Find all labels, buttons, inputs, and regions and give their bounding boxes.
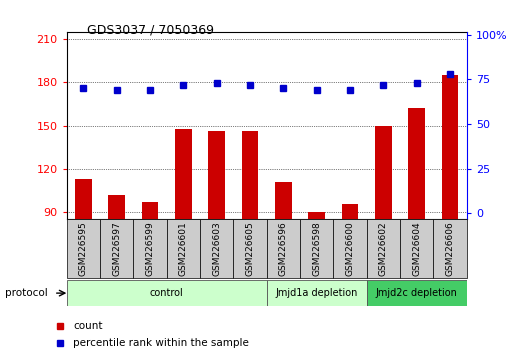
Text: GSM226598: GSM226598 <box>312 221 321 276</box>
Text: control: control <box>150 288 184 298</box>
Text: protocol: protocol <box>5 288 48 298</box>
Bar <box>75 179 92 219</box>
Text: Jmjd2c depletion: Jmjd2c depletion <box>376 288 458 298</box>
Bar <box>342 204 359 219</box>
Bar <box>142 202 159 219</box>
Bar <box>133 219 167 278</box>
Bar <box>400 219 433 278</box>
Bar <box>108 195 125 219</box>
Text: GSM226603: GSM226603 <box>212 221 221 276</box>
Bar <box>175 129 192 219</box>
Text: GSM226605: GSM226605 <box>246 221 254 276</box>
Bar <box>267 280 367 306</box>
Text: count: count <box>73 321 103 331</box>
Bar <box>67 280 267 306</box>
Text: GSM226604: GSM226604 <box>412 221 421 276</box>
Text: Jmjd1a depletion: Jmjd1a depletion <box>275 288 358 298</box>
Bar <box>167 219 200 278</box>
Bar <box>267 219 300 278</box>
Bar <box>308 212 325 219</box>
Bar <box>367 219 400 278</box>
Bar <box>67 219 100 278</box>
Bar <box>208 131 225 219</box>
Bar <box>275 182 292 219</box>
Text: percentile rank within the sample: percentile rank within the sample <box>73 338 249 348</box>
Text: GSM226606: GSM226606 <box>446 221 455 276</box>
Text: GSM226596: GSM226596 <box>279 221 288 276</box>
Bar <box>233 219 267 278</box>
Bar <box>333 219 367 278</box>
Text: GSM226597: GSM226597 <box>112 221 121 276</box>
Bar <box>300 219 333 278</box>
Text: GSM226595: GSM226595 <box>79 221 88 276</box>
Bar <box>367 280 467 306</box>
Bar <box>200 219 233 278</box>
Text: GDS3037 / 7050369: GDS3037 / 7050369 <box>87 23 214 36</box>
Bar <box>242 131 259 219</box>
Bar <box>442 75 459 219</box>
Text: GSM226602: GSM226602 <box>379 221 388 276</box>
Bar <box>433 219 467 278</box>
Text: GSM226600: GSM226600 <box>346 221 354 276</box>
Text: GSM226599: GSM226599 <box>146 221 154 276</box>
Text: GSM226601: GSM226601 <box>179 221 188 276</box>
Bar <box>408 108 425 219</box>
Bar <box>375 126 392 219</box>
Bar <box>100 219 133 278</box>
